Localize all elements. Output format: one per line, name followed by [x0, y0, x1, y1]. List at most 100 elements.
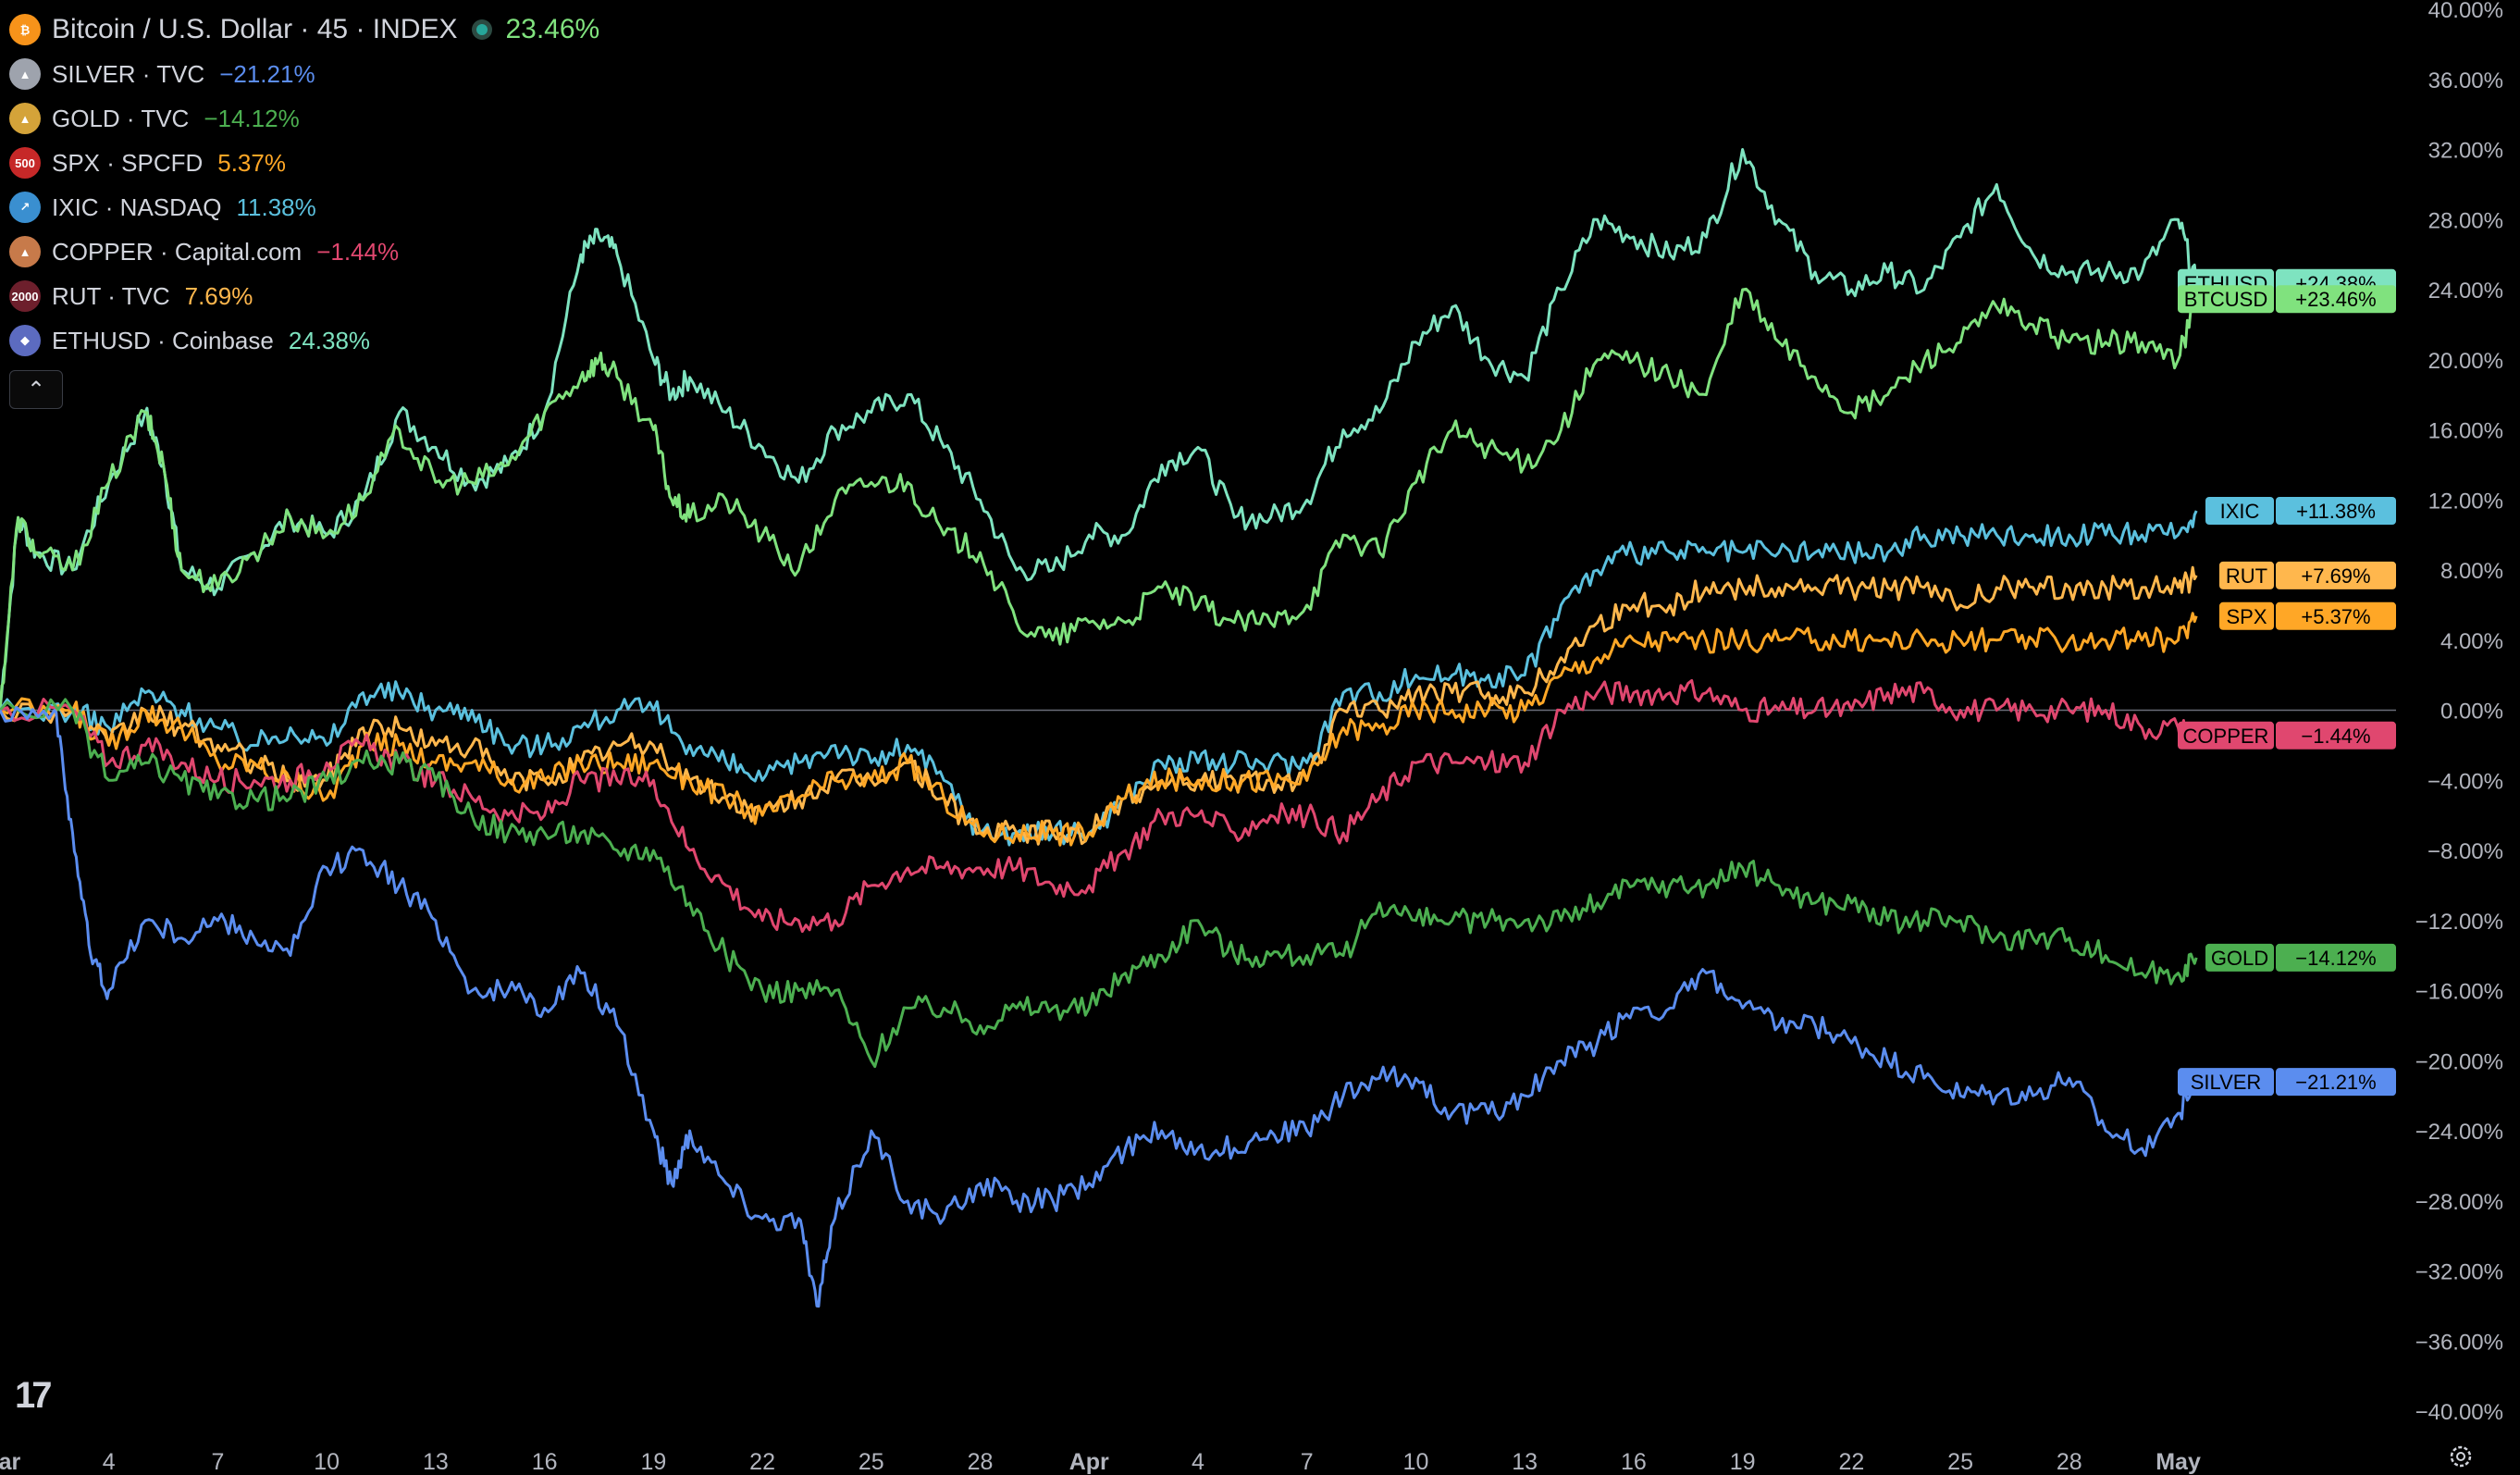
price-tag-copper: COPPER −1.44%: [2178, 721, 2396, 750]
legend-main-row[interactable]: ₿ Bitcoin / U.S. Dollar · 45 · INDEX 23.…: [9, 7, 599, 52]
series-line-copper[interactable]: [0, 678, 2198, 934]
series-line-btcusd[interactable]: [0, 287, 2198, 711]
tag-value-box: [2276, 561, 2396, 589]
y-tick-label: 32.00%: [2428, 139, 2503, 164]
tag-value: −1.44%: [2301, 725, 2370, 748]
bitcoin-icon: ₿: [9, 14, 41, 45]
legend-item[interactable]: ↗ IXIC · NASDAQ 11.38%: [9, 185, 599, 229]
y-tick-label: −28.00%: [2415, 1190, 2503, 1215]
y-tick-label: −32.00%: [2415, 1260, 2503, 1285]
tag-value-box: [2276, 721, 2396, 750]
settings-gear-icon[interactable]: [2448, 1444, 2474, 1469]
price-tag-btcusd: BTCUSD +23.46%: [2178, 285, 2396, 314]
tag-name-box: [2205, 496, 2274, 525]
legend-item-name: IXIC · NASDAQ: [52, 192, 222, 221]
tag-value-box: [2276, 943, 2396, 972]
tag-name-box: [2205, 943, 2274, 972]
x-tick-label: 4: [1192, 1449, 1204, 1475]
series-line-gold[interactable]: [0, 698, 2198, 1069]
x-tick-label: 13: [1512, 1449, 1538, 1475]
legend-item-name: GOLD · TVC: [52, 104, 190, 132]
tag-value: +7.69%: [2301, 564, 2370, 588]
tag-name: COPPER: [2183, 725, 2269, 748]
tag-value: −21.21%: [2295, 1071, 2376, 1094]
legend-item-name: ETHUSD · Coinbase: [52, 326, 274, 354]
tag-name-box: [2219, 601, 2274, 630]
legend-item-change: 7.69%: [184, 281, 253, 310]
legend-item-change: 5.37%: [217, 148, 286, 177]
price-tag-spx: SPX +5.37%: [2219, 601, 2396, 630]
series-line-ethusd[interactable]: [0, 148, 2198, 711]
y-tick-label: 4.00%: [2440, 629, 2503, 654]
silver-bars-icon: ▲: [9, 58, 41, 90]
x-tick-label: 10: [314, 1449, 340, 1475]
series-lines: [0, 148, 2198, 1308]
legend-item[interactable]: ▲ COPPER · Capital.com −1.44%: [9, 229, 599, 274]
copper-bars-icon: ▲: [9, 236, 41, 267]
series-price-tags: ETHUSD +24.38%BTCUSD +23.46%IXIC +11.38%RUT…: [2178, 268, 2396, 1097]
x-tick-label: 22: [749, 1449, 775, 1475]
ethereum-icon: ◆: [9, 325, 41, 356]
y-tick-label: 40.00%: [2428, 0, 2503, 23]
legend-item[interactable]: ▲ SILVER · TVC −21.21%: [9, 52, 599, 96]
y-tick-label: −16.00%: [2415, 980, 2503, 1005]
x-tick-label: Mar: [0, 1449, 20, 1475]
price-tag-gold: GOLD −14.12%: [2205, 943, 2396, 972]
x-tick-label: 16: [532, 1449, 558, 1475]
x-axis: Mar 4 7 10 13 16 19 22 25 28 Apr 4 7 10 13 16 19 22 25 28 Ma…: [0, 1449, 2201, 1475]
legend-item[interactable]: 500 SPX · SPCFD 5.37%: [9, 141, 599, 185]
x-tick-label: 25: [859, 1449, 884, 1475]
legend-item[interactable]: ▲ GOLD · TVC −14.12%: [9, 96, 599, 141]
price-tag-ixic: IXIC +11.38%: [2205, 496, 2396, 525]
y-tick-label: −8.00%: [2427, 839, 2503, 864]
tag-value: +23.46%: [2295, 288, 2376, 311]
tag-value: +11.38%: [2296, 500, 2376, 523]
legend-item-change: −1.44%: [316, 237, 400, 266]
collapse-legend-button[interactable]: ⌃: [9, 370, 63, 409]
tag-name-box: [2178, 721, 2274, 750]
tag-name: SILVER: [2191, 1071, 2262, 1094]
x-tick-label: 28: [2057, 1449, 2082, 1475]
price-tag-silver: SILVER −21.21%: [2178, 1068, 2396, 1097]
tradingview-logo-icon[interactable]: 17: [15, 1375, 52, 1416]
x-tick-label: Apr: [1069, 1449, 1109, 1475]
x-tick-label: 10: [1403, 1449, 1429, 1475]
tag-name: IXIC: [2220, 500, 2260, 523]
main-symbol-change: 23.46%: [505, 14, 600, 44]
y-tick-label: −24.00%: [2415, 1120, 2503, 1145]
legend-item-name: SPX · SPCFD: [52, 148, 204, 177]
tag-value-box: [2276, 496, 2396, 525]
tag-name-box: [2178, 1068, 2274, 1097]
market-status-icon: [472, 19, 493, 40]
y-tick-label: 12.00%: [2428, 489, 2503, 514]
legend-item-change: −14.12%: [204, 104, 300, 132]
series-line-silver[interactable]: [0, 705, 2198, 1308]
x-tick-label: 25: [1947, 1449, 1973, 1475]
russell-2000-icon: 2000: [9, 280, 41, 312]
series-line-rut[interactable]: [0, 565, 2198, 846]
x-tick-label: 28: [968, 1449, 994, 1475]
x-tick-label: 13: [423, 1449, 449, 1475]
y-tick-label: −12.00%: [2415, 910, 2503, 935]
x-tick-label: 19: [640, 1449, 666, 1475]
tag-name-box: [2219, 561, 2274, 589]
y-tick-label: −20.00%: [2415, 1049, 2503, 1074]
series-line-spx[interactable]: [0, 612, 2198, 847]
tag-name: RUT: [2226, 564, 2267, 588]
y-tick-label: 28.00%: [2428, 208, 2503, 233]
legend-item[interactable]: ◆ ETHUSD · Coinbase 24.38%: [9, 318, 599, 363]
x-tick-label: 7: [1301, 1449, 1314, 1475]
legend-item-name: RUT · TVC: [52, 281, 170, 310]
legend-item-name: SILVER · TVC: [52, 59, 205, 88]
y-tick-label: 36.00%: [2428, 68, 2503, 93]
legend-item-change: 11.38%: [236, 192, 316, 221]
y-axis: 40.00% 36.00% 32.00% 28.00% 24.00% 20.00% 16.0…: [2415, 0, 2503, 1425]
spx-500-icon: 500: [9, 147, 41, 179]
legend-item[interactable]: 2000 RUT · TVC 7.69%: [9, 274, 599, 318]
x-tick-label: 4: [103, 1449, 116, 1475]
tag-value: −14.12%: [2295, 947, 2376, 970]
x-tick-label: 16: [1621, 1449, 1647, 1475]
legend-item-change: 24.38%: [288, 326, 371, 354]
legend-item-name: COPPER · Capital.com: [52, 237, 303, 266]
